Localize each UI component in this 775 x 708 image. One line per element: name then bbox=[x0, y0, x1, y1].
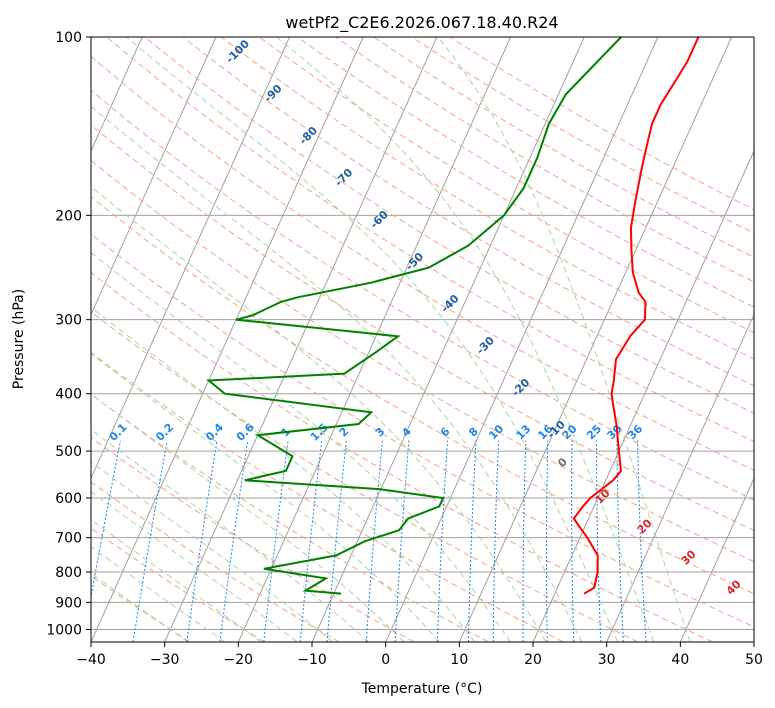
chart-title: wetPf2_C2E6.2026.067.18.40.R24 bbox=[285, 13, 558, 33]
isotherm-line bbox=[311, 37, 585, 642]
y-tick-label: 800 bbox=[55, 565, 82, 581]
x-tick-label: −40 bbox=[76, 652, 106, 668]
moist-adiabat-line bbox=[276, 37, 655, 642]
moist-adiabat-line bbox=[91, 306, 476, 642]
isotherm-line bbox=[385, 37, 659, 642]
background-lines bbox=[91, 37, 754, 642]
dry-adiabat-line bbox=[91, 271, 713, 642]
moist-adiabat-line bbox=[125, 37, 619, 642]
dry-adiabat-line bbox=[220, 37, 754, 360]
x-tick-label: 0 bbox=[381, 652, 390, 668]
moist-adiabat-line bbox=[91, 353, 440, 642]
mixing-ratio-line bbox=[132, 440, 168, 642]
moist-adiabat-line bbox=[91, 490, 298, 642]
mixing-ratio-line bbox=[436, 440, 449, 642]
isotherm-line bbox=[91, 37, 143, 153]
x-tick-label: −20 bbox=[224, 652, 254, 668]
dry-adiabat-line bbox=[91, 55, 754, 471]
temperature-profile-line bbox=[572, 37, 700, 595]
x-tick-label: 10 bbox=[450, 652, 468, 668]
isotherm-line bbox=[164, 37, 438, 642]
dry-adiabat-line bbox=[91, 311, 639, 642]
moist-adiabat-line bbox=[91, 546, 226, 642]
profile-lines bbox=[206, 37, 700, 595]
mixing-ratio-line bbox=[394, 440, 410, 642]
y-tick-label: 500 bbox=[55, 444, 82, 460]
mixing-ratio-line bbox=[571, 440, 575, 642]
x-tick-label: 40 bbox=[671, 652, 689, 668]
y-tick-label: 700 bbox=[55, 531, 82, 547]
mixing-ratio-line bbox=[365, 440, 383, 642]
x-tick-label: 50 bbox=[745, 652, 763, 668]
moist-adiabat-line bbox=[91, 251, 511, 642]
dry-adiabat-line bbox=[91, 351, 564, 642]
moist-adiabat-line bbox=[437, 37, 691, 642]
dry-adiabat-line bbox=[91, 159, 754, 563]
x-tick-label: 30 bbox=[598, 652, 616, 668]
y-axis-title: Pressure (hPa) bbox=[11, 289, 27, 389]
x-tick-label: 20 bbox=[524, 652, 542, 668]
dry-adiabat-line bbox=[91, 436, 415, 642]
isotherm-line bbox=[606, 313, 754, 642]
mixing-ratio-line bbox=[186, 440, 218, 642]
dry-adiabat-line bbox=[91, 124, 754, 531]
y-tick-label: 600 bbox=[55, 491, 82, 507]
axis-ticks: −40 −30 −20 −10 0 10 20 30 40 50 100 200 300 400 500 60… bbox=[46, 30, 763, 668]
mixing-ratio-line bbox=[263, 440, 289, 642]
mixing-ratio-line bbox=[326, 440, 347, 642]
isotherm-line bbox=[679, 477, 754, 642]
dry-adiabat-line bbox=[106, 37, 754, 443]
mixing-ratio-line bbox=[522, 440, 527, 642]
moist-adiabat-line bbox=[91, 105, 583, 642]
moist-adiabat-line bbox=[91, 393, 405, 642]
isotherm-line bbox=[237, 37, 512, 642]
moist-adiabat-line bbox=[91, 572, 189, 642]
isotherm-line bbox=[91, 37, 217, 316]
y-tick-label: 900 bbox=[55, 595, 82, 611]
isotherm-line bbox=[532, 149, 754, 642]
y-tick-label: 1000 bbox=[46, 622, 82, 638]
mixing-ratio-line bbox=[219, 440, 249, 642]
dry-adiabat-line bbox=[91, 233, 754, 628]
dry-adiabat-line bbox=[91, 481, 340, 642]
mixing-ratio-line bbox=[546, 440, 549, 642]
moist-adiabat-line bbox=[91, 428, 369, 642]
y-tick-label: 100 bbox=[55, 30, 82, 46]
mixing-ratio-line bbox=[91, 440, 121, 600]
isotherm-line bbox=[458, 37, 733, 642]
dry-adiabat-line bbox=[91, 89, 754, 501]
dry-adiabat-line bbox=[91, 196, 754, 595]
dry-adiabat-line bbox=[258, 37, 754, 334]
isotherm-line bbox=[91, 37, 291, 480]
plot-frame bbox=[90, 36, 755, 643]
mixing-ratio-line bbox=[492, 440, 500, 642]
y-tick-label: 200 bbox=[55, 208, 82, 224]
mixing-ratio-line bbox=[468, 440, 477, 642]
x-axis-title: Temperature (°C) bbox=[361, 681, 483, 697]
isotherm-line bbox=[91, 37, 364, 642]
x-tick-label: −10 bbox=[297, 652, 327, 668]
x-tick-label: −30 bbox=[150, 652, 180, 668]
y-tick-label: 400 bbox=[55, 387, 82, 403]
mixing-ratio-line bbox=[637, 440, 647, 642]
y-tick-label: 300 bbox=[55, 313, 82, 329]
dewpoint-profile-line bbox=[206, 37, 622, 595]
mixing-ratio-line bbox=[616, 440, 624, 642]
moist-adiabat-line bbox=[91, 519, 262, 642]
